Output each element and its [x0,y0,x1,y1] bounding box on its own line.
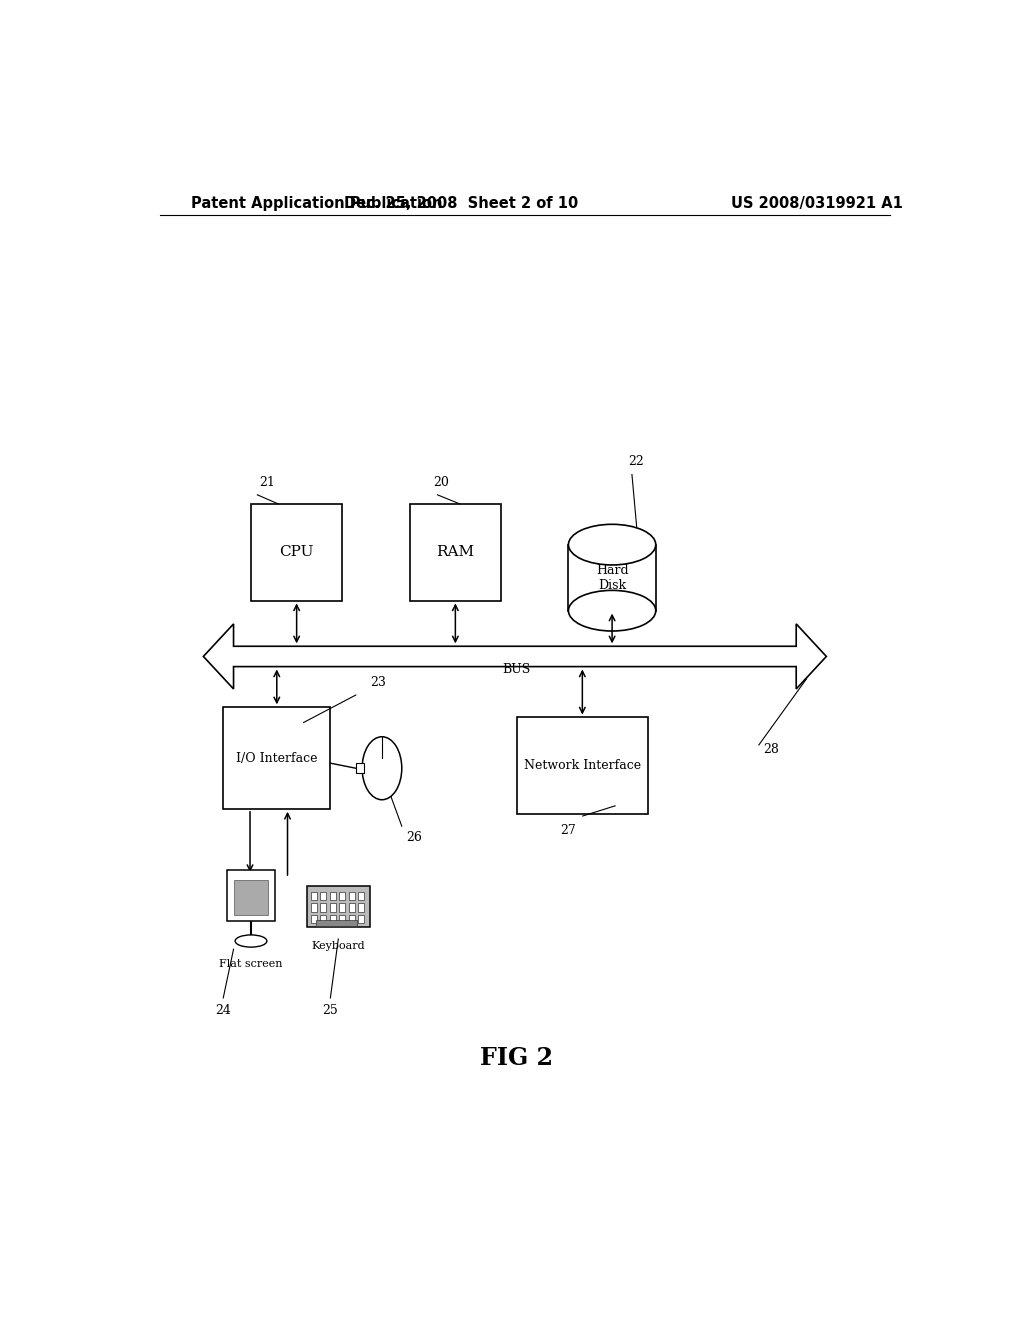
Bar [321,892,327,900]
Bar [227,870,274,921]
Bar [339,903,345,912]
Text: 23: 23 [370,676,386,689]
Ellipse shape [568,590,655,631]
Bar [355,763,364,774]
Bar [251,504,342,601]
Text: 20: 20 [433,475,450,488]
Bar [358,903,365,912]
Bar [330,915,336,923]
Text: RAM: RAM [436,545,474,560]
Text: 26: 26 [406,832,422,845]
Ellipse shape [236,935,267,948]
Bar [358,915,365,923]
Bar [310,903,316,912]
Text: FIG 2: FIG 2 [480,1045,553,1071]
Text: BUS: BUS [503,663,531,676]
Ellipse shape [362,737,401,800]
Bar [410,504,501,601]
Bar [310,915,316,923]
Text: Hard
Disk: Hard Disk [596,564,629,591]
Bar [358,892,365,900]
Bar [330,903,336,912]
Bar [348,903,355,912]
Bar [316,920,357,925]
Ellipse shape [568,524,655,565]
Bar [339,915,345,923]
Bar [321,915,327,923]
Text: I/O Interface: I/O Interface [237,751,317,764]
Bar [348,892,355,900]
Text: Patent Application Publication: Patent Application Publication [191,195,443,211]
Bar [568,545,655,611]
Text: 21: 21 [259,475,274,488]
Bar [321,903,327,912]
Bar [223,708,331,809]
Text: 28: 28 [763,743,779,756]
Text: Keyboard: Keyboard [311,941,366,950]
Text: Network Interface: Network Interface [523,759,641,772]
Bar [339,892,345,900]
Text: 22: 22 [628,455,644,469]
Bar [310,892,316,900]
Text: US 2008/0319921 A1: US 2008/0319921 A1 [731,195,903,211]
Bar [306,886,370,927]
Text: 25: 25 [323,1005,338,1016]
Bar [517,718,648,814]
Text: 27: 27 [560,824,577,837]
Text: CPU: CPU [280,545,314,560]
Polygon shape [204,624,826,689]
Text: Dec. 25, 2008  Sheet 2 of 10: Dec. 25, 2008 Sheet 2 of 10 [344,195,579,211]
Text: Flat screen: Flat screen [219,960,283,969]
Bar [348,915,355,923]
Text: 24: 24 [215,1005,231,1016]
Bar [233,880,268,915]
Bar [330,892,336,900]
